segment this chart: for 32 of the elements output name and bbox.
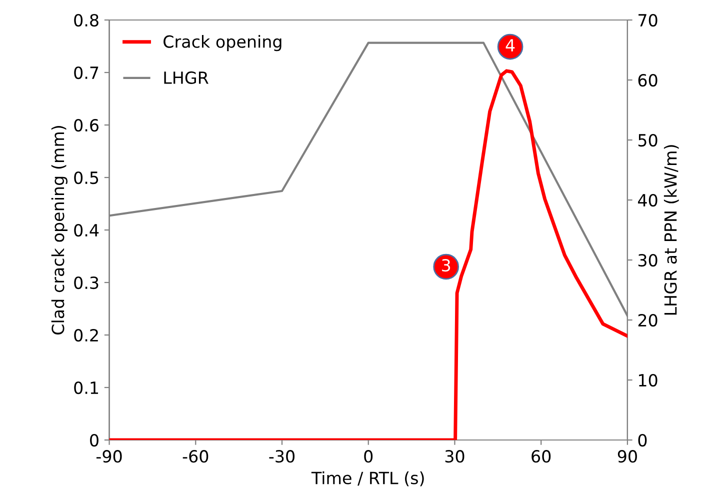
y-tick-label: 0.4 — [74, 224, 99, 237]
y2-tick-label: 30 — [638, 254, 658, 267]
y2-tick-label: 10 — [639, 374, 658, 387]
x-axis-title: Time / RTL (s) — [311, 471, 424, 486]
legend-label: Crack opening — [164, 35, 282, 52]
y-tick-label: 0.1 — [74, 381, 98, 394]
y2-axis-title: LHGR at PPN (kW/m) — [664, 145, 679, 315]
y-tick-label: 0.6 — [74, 118, 99, 132]
line-series — [109, 69, 628, 440]
y-tick-label: 0.5 — [74, 171, 98, 184]
y-tick-label: 0.8 — [74, 14, 98, 27]
y-tick-label: 0.3 — [74, 276, 98, 290]
y2-tick-label: 0 — [638, 434, 647, 447]
y2-tick-label: 40 — [638, 194, 658, 207]
x-tick-label: -30 — [269, 450, 295, 463]
y-axis-title: Clad crack opening (mm) — [51, 126, 68, 334]
legend-label: LHGR — [164, 71, 208, 84]
y2-tick-label: 60 — [638, 74, 658, 87]
annotation: 4 — [506, 39, 515, 52]
y2-tick-label: 20 — [638, 314, 658, 327]
x-tick-label: 30 — [445, 450, 464, 463]
x-tick-label: 90 — [618, 450, 637, 463]
y2-tick-label: 70 — [638, 14, 658, 27]
y-tick-label: 0.2 — [74, 328, 98, 342]
annotation: 3 — [442, 258, 450, 272]
x-tick-label: -60 — [182, 450, 208, 463]
y2-tick-label: 50 — [638, 134, 658, 147]
x-tick-label: -90 — [96, 450, 122, 463]
y-tick-label: 0 — [90, 434, 98, 447]
x-tick-label: 0 — [364, 450, 373, 463]
y-tick-label: 0.7 — [74, 66, 98, 80]
x-tick-label: 60 — [532, 450, 551, 463]
